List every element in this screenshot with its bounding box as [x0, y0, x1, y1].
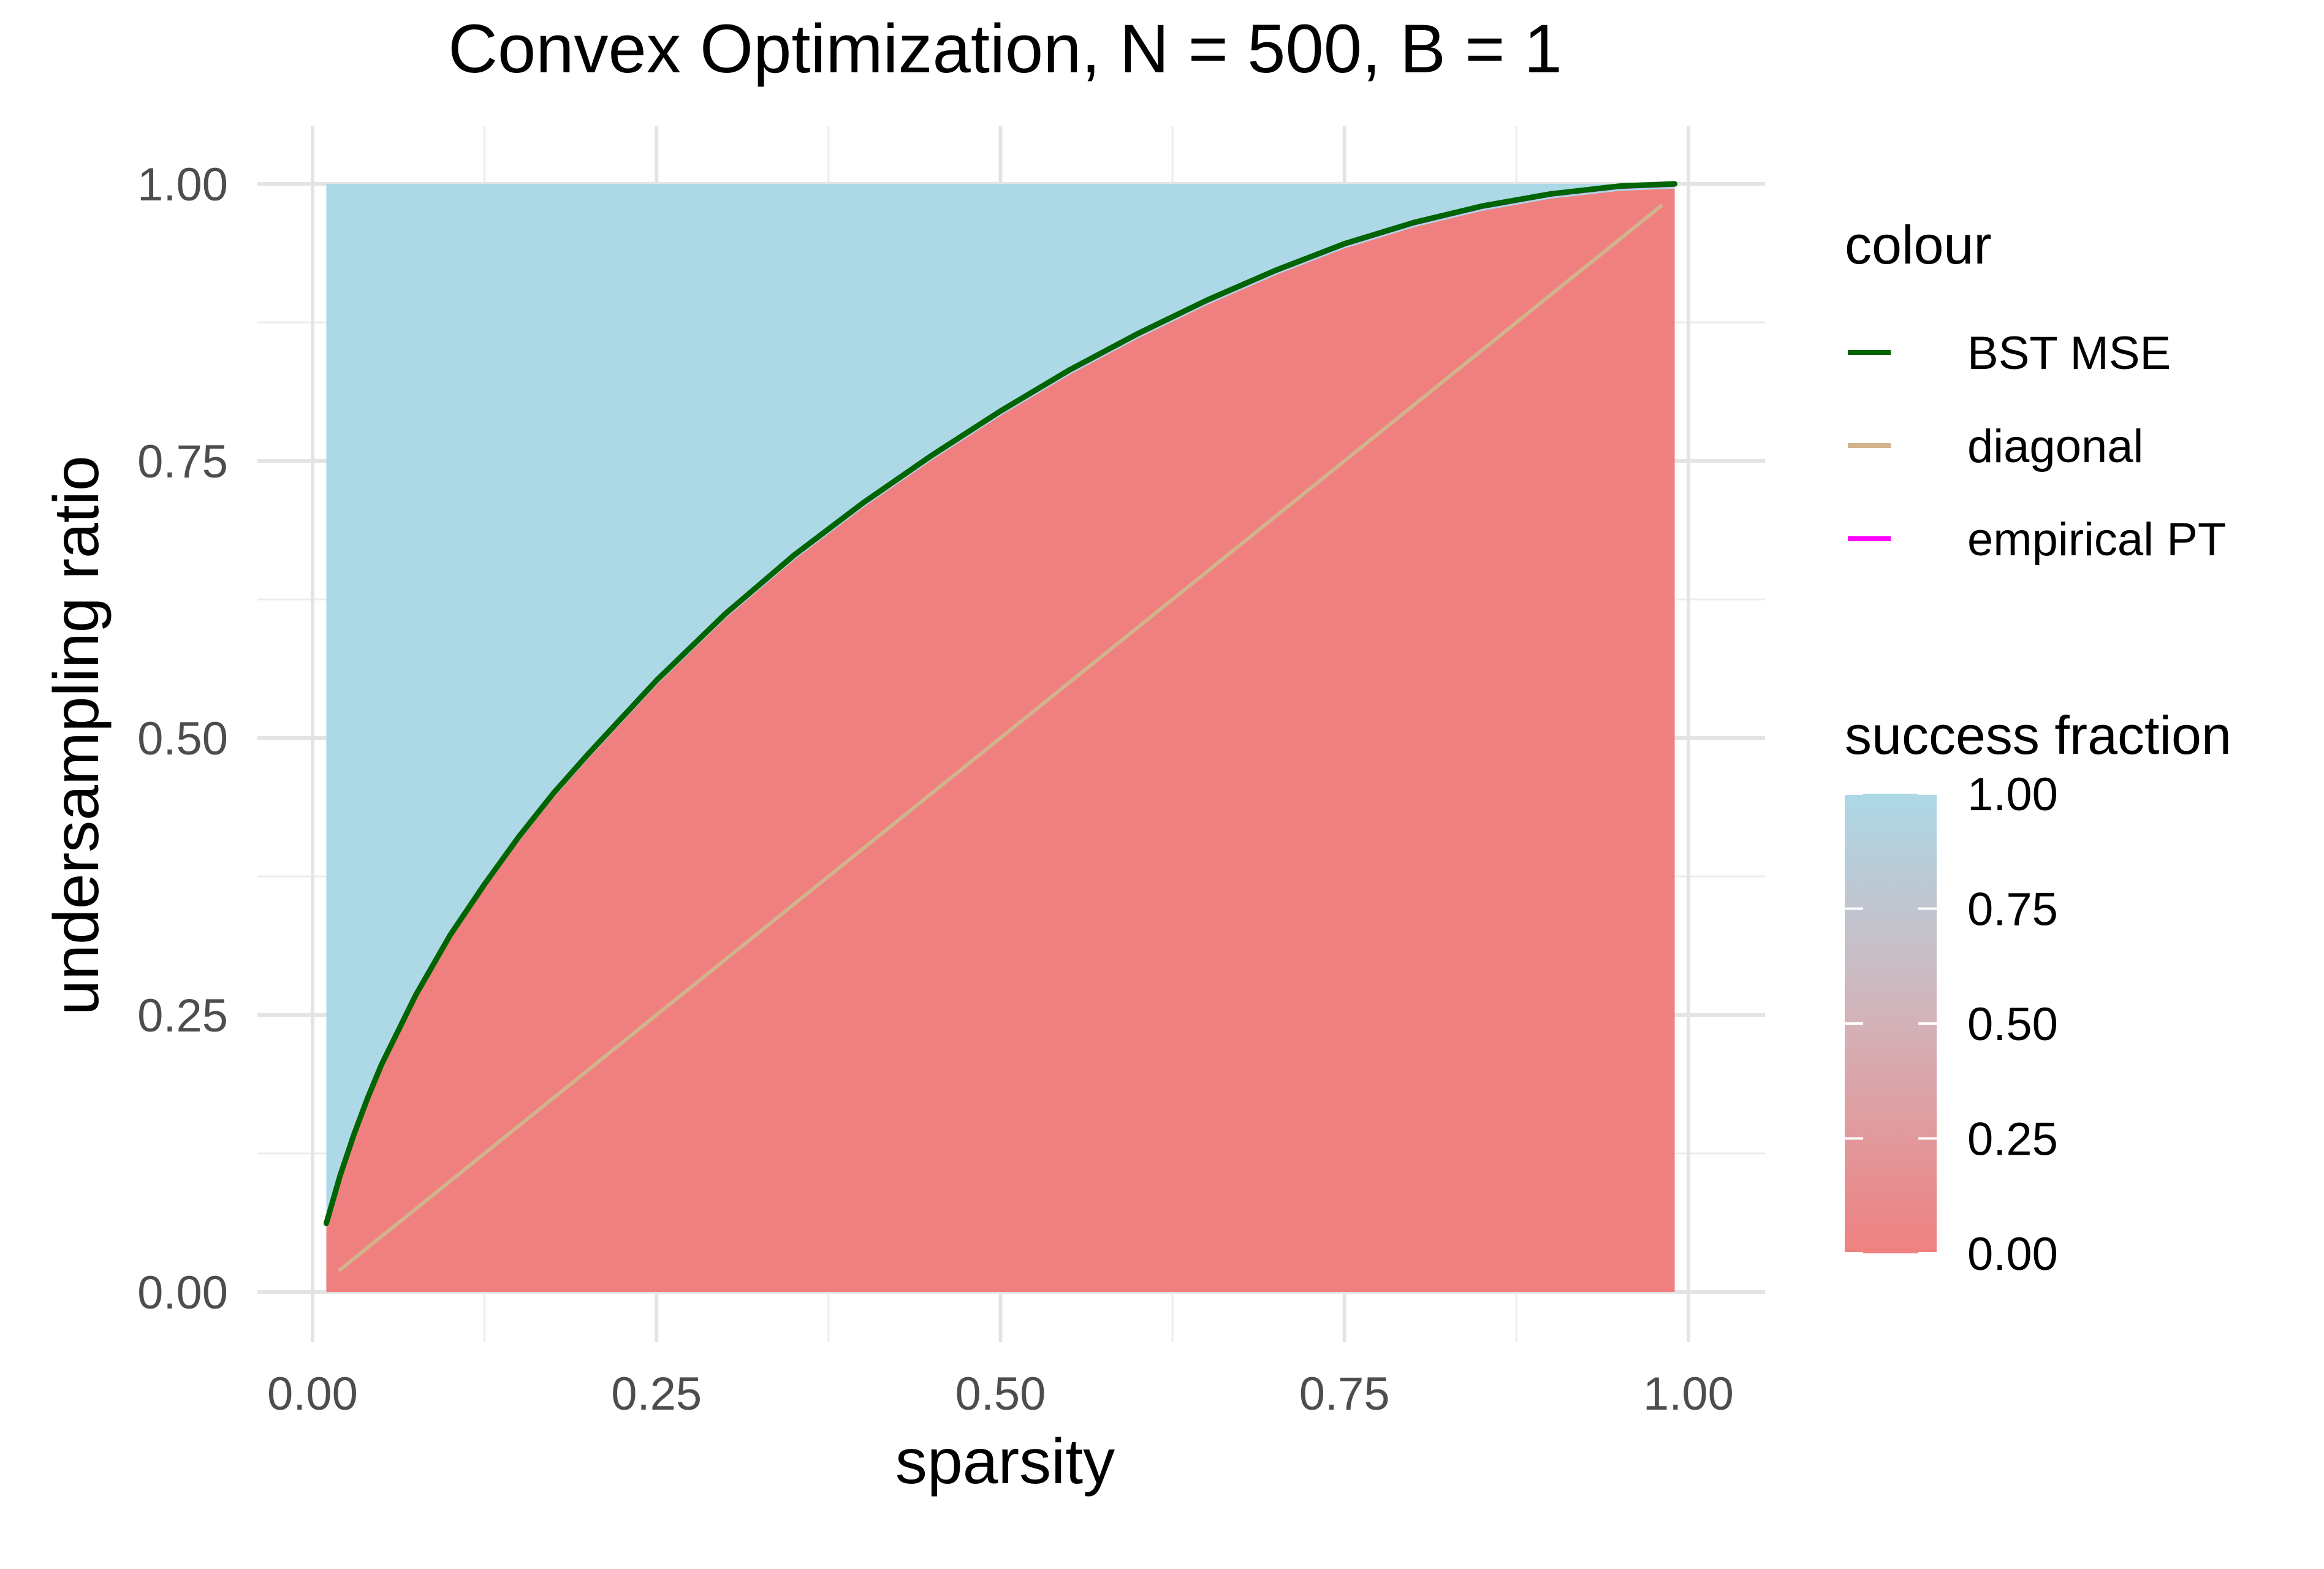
y-tick-label: 0.50 — [137, 713, 228, 765]
x-axis-ticks: 0.00 0.25 0.50 0.75 1.00 — [267, 1368, 1734, 1420]
legend-label: empirical PT — [1967, 514, 2226, 566]
x-tick-label: 0.50 — [955, 1368, 1046, 1420]
y-axis-ticks: 0.00 0.25 0.50 0.75 1.00 — [137, 159, 228, 1319]
legend-fill: success fraction 1.00 0.75 0.50 0.25 0.00 — [1845, 705, 2231, 1280]
colorbar-tick-label: 1.00 — [1967, 769, 2058, 821]
legend-label: BST MSE — [1967, 327, 2171, 379]
y-tick-label: 1.00 — [137, 159, 228, 211]
x-axis-label: sparsity — [895, 1426, 1115, 1497]
y-tick-label: 0.00 — [137, 1267, 228, 1319]
colorbar-ticks: 1.00 0.75 0.50 0.25 0.00 — [1845, 769, 2058, 1280]
series-line-diagonal — [338, 204, 1663, 1272]
legend-colour-entries: BST MSE diagonal empirical PT — [1848, 327, 2226, 566]
colorbar-tick-label: 0.50 — [1967, 998, 2058, 1050]
colorbar-tick-label: 0.25 — [1967, 1114, 2058, 1166]
series-line-bst-mse — [324, 181, 1678, 1226]
x-tick-label: 0.75 — [1299, 1368, 1390, 1420]
legend-colour-title: colour — [1845, 215, 1992, 275]
x-tick-label: 1.00 — [1643, 1368, 1734, 1420]
legend-fill-title: success fraction — [1845, 705, 2231, 766]
legend-label: diagonal — [1967, 420, 2143, 473]
colorbar-tick-label: 0.75 — [1967, 884, 2058, 936]
x-tick-label: 0.00 — [267, 1368, 358, 1420]
chart-title: Convex Optimization, N = 500, B = 1 — [448, 10, 1562, 87]
y-axis-label: undersampling ratio — [41, 455, 112, 1015]
series-lines — [324, 181, 1678, 1272]
y-tick-label: 0.75 — [137, 436, 228, 488]
x-tick-label: 0.25 — [611, 1368, 702, 1420]
colorbar-tick-label: 0.00 — [1967, 1228, 2058, 1280]
legend-colour: colour BST MSE diagonal empirical PT — [1845, 215, 2226, 566]
y-tick-label: 0.25 — [137, 990, 228, 1042]
